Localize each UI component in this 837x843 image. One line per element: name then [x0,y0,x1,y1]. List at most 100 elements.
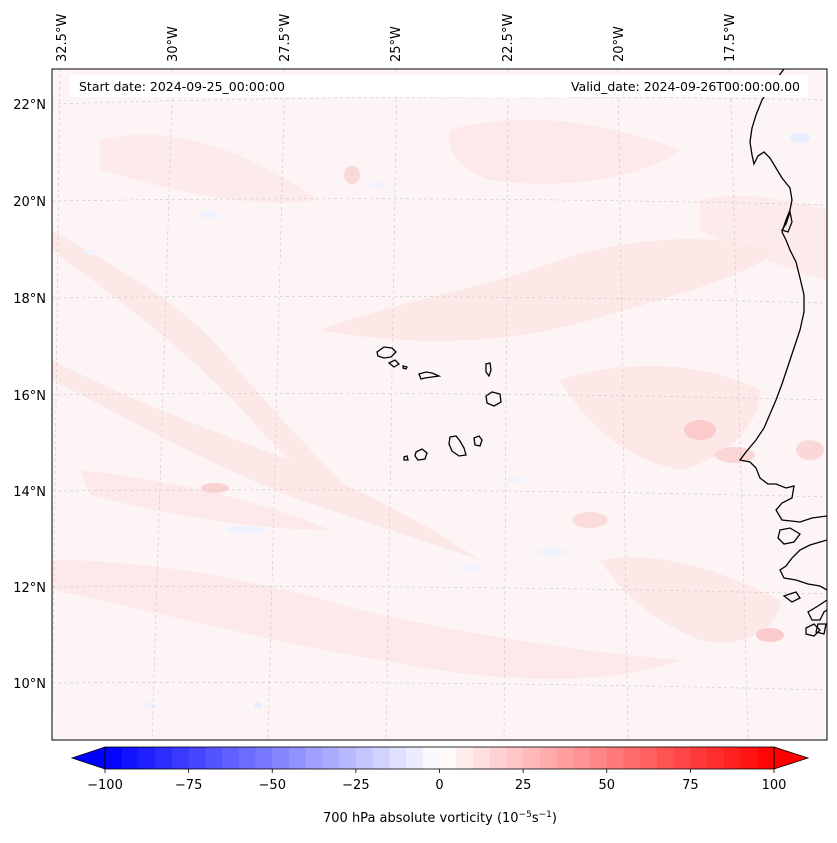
island-boa-vista [485,391,502,407]
lon-label: 20°W [612,26,627,62]
vorticity-minimum [538,548,566,556]
colorbar-cell [255,747,273,769]
vorticity-maximum [796,440,824,460]
valid-date-label: Valid_date: 2024-09-26T00:00:00.00 [571,79,800,94]
vorticity-minimum [507,477,523,483]
vorticity-band [600,557,780,643]
colorbar-cell [439,747,457,769]
africa-coastline [807,599,827,621]
meridian-line [267,69,286,740]
parallel-line [52,489,827,498]
colorbar-cell [573,747,591,769]
graticule [52,69,827,740]
vorticity-minimum [84,249,96,255]
colorbar-cell [288,747,307,769]
lon-label: 30°W [166,26,181,62]
vorticity-maximum [715,447,755,463]
colorbar-cell [523,747,541,769]
colorbar-cell [539,747,557,769]
colorbar-cell [640,747,658,769]
colorbar-cell [155,747,173,769]
vorticity-band [80,470,330,530]
colorbar-cell [707,747,725,769]
vorticity-band [320,239,780,341]
meridian-line [52,69,61,740]
colorbar-cell [673,747,691,769]
colorbar-min-extension [70,746,106,770]
island-santo-antao [376,346,397,359]
lon-label: 27.5°W [278,14,293,62]
info-banner-background [70,75,808,97]
colorbar-cell [757,747,775,769]
island-sao-nicolau [418,371,442,380]
colorbar-tick-label: 0 [435,778,443,793]
vorticity-minimum [790,133,810,143]
africa-coastline [805,623,821,637]
parallel-line [52,586,827,595]
colorbar-max-extension [773,746,810,770]
vorticity-maximum [201,483,229,493]
colorbar-cell [740,747,758,769]
coastlines [376,69,827,637]
vorticity-band [700,195,827,280]
colorbar-cell [506,747,524,769]
meridian-line [617,69,629,740]
colorbar-tick-label: 50 [598,778,615,793]
vorticity-band [52,230,380,520]
island-santiago [448,435,467,457]
island-sal [485,362,492,378]
parallel-line [52,198,827,206]
colorbar-cell [171,747,190,769]
colorbar-cells [105,747,775,769]
colorbar-cell [339,747,357,769]
vorticity-minimum [460,565,480,571]
colorbar-cell [406,747,424,769]
lat-label: 18°N [13,292,46,307]
longitude-labels: 32.5°W 30°W 27.5°W 25°W 22.5°W 20°W 17.5… [55,14,738,62]
vorticity-minimum [200,211,220,219]
colorbar-label: 700 hPa absolute vorticity (10−5s−1) [323,810,557,826]
africa-coastline [777,527,801,545]
vorticity-maximum [684,420,716,440]
parallel-line [52,296,827,304]
colorbar-cell [590,747,608,769]
colorbar-cell [489,747,507,769]
colorbar-cell [422,747,440,769]
colorbar-tick-label: −50 [259,778,286,793]
island-santa-luzia [402,365,408,370]
vorticity-minimum [370,182,386,188]
colorbar-tick-label: 100 [762,778,787,793]
colorbar-cell [121,747,139,769]
meridian-line [729,69,749,740]
parallel-line [52,393,827,401]
africa-coastline [782,591,801,603]
colorbar-cell [723,747,741,769]
colorbar: −100 −75 −50 −25 0 25 50 75 100 700 hPa absolute… [70,746,810,826]
latitude-labels: 22°N 20°N 18°N 16°N 14°N 12°N 10°N [13,98,46,692]
lon-label: 22.5°W [501,14,516,62]
africa-coastline [815,623,827,635]
colorbar-cell [305,747,323,769]
colorbar-cell [389,747,407,769]
map-panel: Start date: 2024-09-25_00:00:00 Valid_da… [51,68,828,741]
vorticity-maximum [756,628,784,642]
lat-label: 20°N [13,195,46,210]
colorbar-cell [606,747,624,769]
colorbar-cell [656,747,675,769]
island-sao-vicente [387,359,401,368]
lon-label: 32.5°W [55,14,70,62]
colorbar-cell [105,747,123,769]
colorbar-tick-label: −25 [342,778,369,793]
colorbar-cell [472,747,491,769]
colorbar-cell [188,747,206,769]
lat-label: 10°N [13,677,46,692]
vorticity-field [52,119,827,708]
vorticity-band [100,134,320,203]
vorticity-maximum [572,512,608,528]
colorbar-cell [322,747,340,769]
lat-label: 22°N [13,98,46,113]
vorticity-maximum [344,166,360,184]
africa-coastline [738,69,827,523]
vorticity-band [52,560,680,679]
